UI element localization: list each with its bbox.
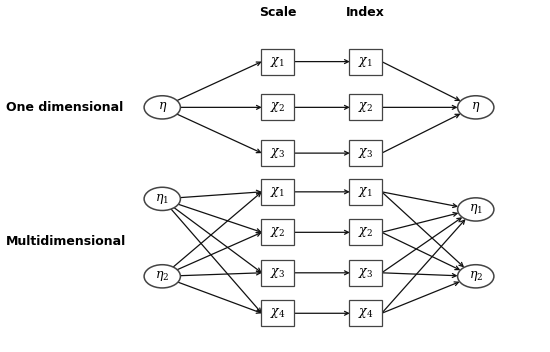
Text: $\chi_{3}$: $\chi_{3}$ — [270, 266, 285, 280]
Text: $\chi_{1}$: $\chi_{1}$ — [271, 55, 285, 69]
Text: $\eta_1$: $\eta_1$ — [469, 202, 483, 216]
Text: $\chi_{1}$: $\chi_{1}$ — [359, 185, 373, 199]
FancyBboxPatch shape — [261, 219, 294, 245]
FancyBboxPatch shape — [349, 300, 382, 326]
FancyBboxPatch shape — [261, 49, 294, 75]
Text: $\eta$: $\eta$ — [471, 100, 481, 114]
FancyBboxPatch shape — [349, 94, 382, 120]
Circle shape — [458, 198, 494, 221]
Text: $\chi_{4}$: $\chi_{4}$ — [270, 306, 285, 320]
FancyBboxPatch shape — [261, 94, 294, 120]
FancyBboxPatch shape — [261, 179, 294, 205]
Text: $\chi_{2}$: $\chi_{2}$ — [358, 225, 373, 239]
FancyBboxPatch shape — [349, 219, 382, 245]
Text: Scale: Scale — [259, 6, 296, 19]
Text: $\chi_{4}$: $\chi_{4}$ — [358, 306, 373, 320]
Text: $\eta$: $\eta$ — [157, 100, 167, 114]
Text: $\eta_2$: $\eta_2$ — [469, 269, 483, 283]
Circle shape — [458, 96, 494, 119]
Text: $\chi_{3}$: $\chi_{3}$ — [270, 146, 285, 160]
Text: $\chi_{3}$: $\chi_{3}$ — [358, 146, 373, 160]
Text: $\chi_{1}$: $\chi_{1}$ — [359, 55, 373, 69]
Text: $\chi_{1}$: $\chi_{1}$ — [271, 185, 285, 199]
FancyBboxPatch shape — [261, 260, 294, 286]
Text: $\chi_{2}$: $\chi_{2}$ — [270, 225, 285, 239]
Text: Index: Index — [346, 6, 385, 19]
Text: One dimensional: One dimensional — [6, 101, 123, 114]
FancyBboxPatch shape — [261, 300, 294, 326]
Text: Multidimensional: Multidimensional — [6, 235, 126, 247]
Circle shape — [458, 265, 494, 288]
FancyBboxPatch shape — [349, 49, 382, 75]
FancyBboxPatch shape — [349, 179, 382, 205]
Text: $\chi_{2}$: $\chi_{2}$ — [270, 100, 285, 114]
Text: $\eta_1$: $\eta_1$ — [155, 192, 169, 206]
FancyBboxPatch shape — [349, 260, 382, 286]
Text: $\chi_{2}$: $\chi_{2}$ — [358, 100, 373, 114]
FancyBboxPatch shape — [261, 140, 294, 166]
Circle shape — [144, 96, 180, 119]
Text: $\eta_2$: $\eta_2$ — [155, 269, 169, 283]
Circle shape — [144, 265, 180, 288]
FancyBboxPatch shape — [349, 140, 382, 166]
Circle shape — [144, 187, 180, 210]
Text: $\chi_{3}$: $\chi_{3}$ — [358, 266, 373, 280]
